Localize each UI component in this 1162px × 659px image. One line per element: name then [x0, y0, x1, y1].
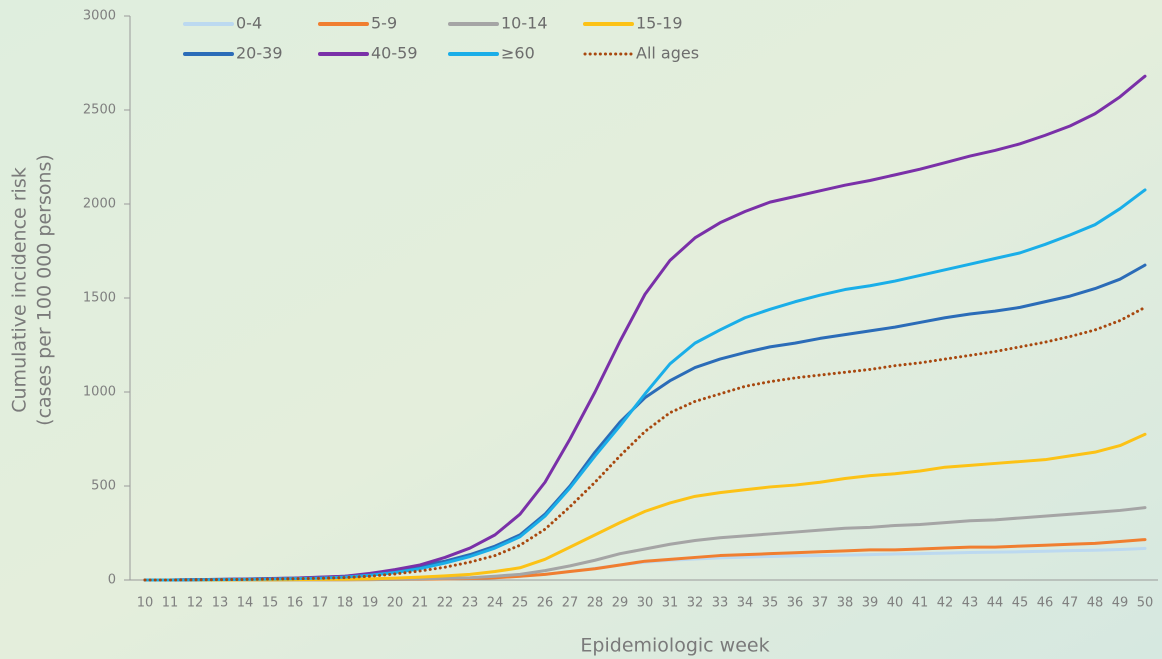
x-tick-label: 39 [862, 596, 879, 611]
x-tick-label: 14 [237, 596, 254, 611]
x-tick-label: 36 [787, 596, 804, 611]
x-tick-label: 47 [1062, 596, 1079, 611]
x-tick-label: 30 [637, 596, 654, 611]
x-tick-label: 12 [187, 596, 204, 611]
x-tick-label: 42 [937, 596, 954, 611]
x-tick-label: 27 [562, 596, 579, 611]
legend-label: 15-19 [636, 14, 683, 33]
x-tick-label: 32 [687, 596, 704, 611]
y-tick-label: 2000 [83, 197, 116, 212]
x-tick-label: 26 [537, 596, 554, 611]
y-tick-label: 3000 [83, 9, 116, 24]
x-tick-label: 28 [587, 596, 604, 611]
legend-label: All ages [636, 44, 699, 63]
x-tick-label: 15 [262, 596, 279, 611]
x-tick-label: 46 [1037, 596, 1054, 611]
y-tick-label: 500 [91, 479, 116, 494]
y-tick-label: 1000 [83, 385, 116, 400]
legend-label: 20-39 [236, 44, 283, 63]
x-tick-label: 24 [487, 596, 504, 611]
x-tick-label: 22 [437, 596, 454, 611]
x-tick-label: 41 [912, 596, 929, 611]
legend-label: 0-4 [236, 14, 262, 33]
x-tick-label: 45 [1012, 596, 1029, 611]
x-tick-label: 23 [462, 596, 479, 611]
x-tick-label: 48 [1087, 596, 1104, 611]
series-line [143, 188, 1147, 582]
x-tick-label: 16 [287, 596, 304, 611]
x-tick-label: 50 [1137, 596, 1154, 611]
y-tick-label: 0 [108, 573, 116, 588]
x-tick-label: 49 [1112, 596, 1129, 611]
x-tick-label: 35 [762, 596, 779, 611]
x-tick-label: 10 [137, 596, 154, 611]
x-tick-label: 17 [312, 596, 329, 611]
y-axis-title: Cumulative incidence risk [9, 167, 31, 413]
y-tick-label: 1500 [83, 291, 116, 306]
x-tick-label: 11 [162, 596, 179, 611]
x-tick-label: 33 [712, 596, 729, 611]
x-tick-label: 37 [812, 596, 829, 611]
x-tick-label: 21 [412, 596, 429, 611]
legend-label: 10-14 [501, 14, 548, 33]
x-tick-label: 18 [337, 596, 354, 611]
legend-label: 40-59 [371, 44, 418, 63]
x-axis-title: Epidemiologic week [580, 635, 769, 657]
x-tick-label: 19 [362, 596, 379, 611]
x-tick-label: 38 [837, 596, 854, 611]
x-tick-label: 13 [212, 596, 229, 611]
x-tick-label: 20 [387, 596, 404, 611]
x-tick-label: 25 [512, 596, 529, 611]
x-tick-label: 34 [737, 596, 754, 611]
legend-label: ≥60 [501, 44, 535, 63]
x-tick-label: 31 [662, 596, 679, 611]
x-tick-label: 29 [612, 596, 629, 611]
y-tick-label: 2500 [83, 103, 116, 118]
x-tick-label: 43 [962, 596, 979, 611]
y-axis-title: (cases per 100 000 persons) [34, 154, 56, 426]
x-tick-label: 44 [987, 596, 1004, 611]
x-tick-label: 40 [887, 596, 904, 611]
legend-label: 5-9 [371, 14, 397, 33]
